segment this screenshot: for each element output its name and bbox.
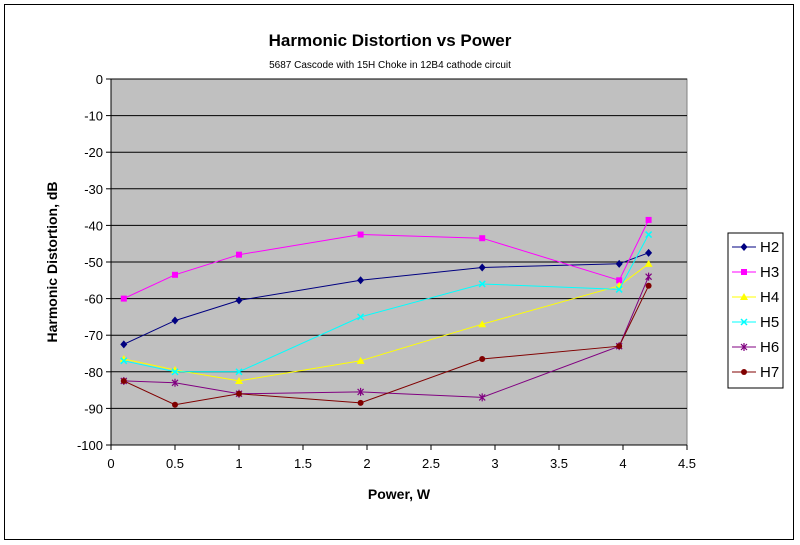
y-tick-labels: 0 -10 -20 -30 -40 -50 -60 -70 -80 -90 -100 bbox=[77, 72, 111, 453]
chart-subtitle: 5687 Cascode with 15H Choke in 12B4 cath… bbox=[269, 60, 511, 71]
y-tick-label: -20 bbox=[84, 145, 103, 160]
x-tick-label: 2.5 bbox=[422, 456, 440, 471]
legend-item-h5: H5 bbox=[732, 314, 779, 331]
y-tick-label: -80 bbox=[84, 365, 103, 380]
data-point bbox=[645, 216, 652, 223]
data-point bbox=[171, 378, 179, 387]
x-tick-label: 4.5 bbox=[678, 456, 696, 471]
data-point bbox=[740, 318, 748, 326]
data-point bbox=[235, 368, 243, 376]
data-point bbox=[645, 248, 653, 257]
x-tick-labels: 0 0.5 1 1.5 2 2.5 3 3.5 4 4.5 bbox=[107, 445, 696, 471]
series-h2 bbox=[120, 248, 653, 349]
data-point bbox=[120, 377, 127, 384]
x-tick-label: 0 bbox=[107, 456, 114, 471]
data-point bbox=[741, 369, 747, 375]
data-point bbox=[356, 356, 365, 364]
data-point bbox=[740, 293, 748, 300]
data-point bbox=[235, 376, 243, 384]
x-tick-label: 4 bbox=[619, 456, 626, 471]
legend-item-h4: H4 bbox=[732, 289, 779, 306]
chart-title: Harmonic Distortion vs Power bbox=[269, 31, 512, 50]
data-point bbox=[120, 295, 127, 302]
x-tick-label: 1 bbox=[235, 456, 242, 471]
data-point bbox=[171, 316, 179, 325]
x-tick-label: 3.5 bbox=[550, 456, 568, 471]
legend-label: H3 bbox=[760, 264, 779, 281]
legend-label: H5 bbox=[760, 314, 779, 331]
data-point bbox=[616, 343, 623, 350]
data-point bbox=[357, 399, 364, 406]
data-point bbox=[120, 340, 128, 349]
data-point bbox=[615, 259, 623, 268]
data-point bbox=[740, 243, 748, 251]
series-h3 bbox=[120, 216, 652, 302]
y-axis-title: Harmonic Distortion, dB bbox=[44, 181, 60, 342]
data-point bbox=[236, 251, 242, 258]
series-h5 bbox=[120, 231, 653, 376]
data-point bbox=[357, 231, 364, 238]
y-tick-label: -60 bbox=[84, 292, 103, 307]
data-point bbox=[479, 235, 486, 242]
legend-item-h2: H2 bbox=[732, 239, 779, 256]
y-tick-label: -10 bbox=[84, 109, 103, 124]
data-point bbox=[478, 280, 486, 288]
data-point bbox=[479, 355, 486, 362]
data-point bbox=[741, 269, 747, 275]
legend-label: H4 bbox=[760, 289, 779, 306]
data-point bbox=[120, 357, 128, 365]
y-tick-label: -90 bbox=[84, 401, 103, 416]
data-point bbox=[172, 401, 178, 408]
legend: H2 H3 H4 H5 H6 H7 bbox=[727, 232, 784, 389]
x-tick-label: 1.5 bbox=[294, 456, 312, 471]
x-tick-label: 3 bbox=[491, 456, 498, 471]
x-tick-label: 2 bbox=[363, 456, 370, 471]
data-point bbox=[357, 387, 365, 396]
data-point bbox=[645, 272, 653, 281]
data-point bbox=[740, 343, 748, 351]
series-h7 bbox=[120, 282, 652, 408]
x-tick-label: 0.5 bbox=[166, 456, 184, 471]
legend-item-h6: H6 bbox=[732, 339, 779, 356]
data-point bbox=[171, 368, 179, 376]
gridlines bbox=[111, 78, 687, 409]
data-point bbox=[357, 313, 365, 321]
data-point bbox=[616, 277, 623, 284]
data-point bbox=[645, 231, 653, 239]
data-point bbox=[172, 271, 178, 278]
series-group bbox=[119, 216, 653, 408]
y-tick-label: -30 bbox=[84, 182, 103, 197]
data-point bbox=[235, 296, 243, 305]
data-point bbox=[615, 285, 623, 293]
data-point bbox=[644, 259, 653, 267]
y-tick-label: -70 bbox=[84, 328, 103, 343]
x-axis-title: Power, W bbox=[368, 486, 431, 502]
data-point bbox=[645, 282, 652, 289]
legend-item-h7: H7 bbox=[732, 364, 779, 381]
legend-box bbox=[727, 232, 784, 389]
data-point bbox=[478, 393, 486, 402]
y-tick-label: -50 bbox=[84, 255, 103, 270]
y-tick-label: 0 bbox=[96, 72, 103, 87]
y-tick-label: -100 bbox=[77, 438, 103, 453]
data-point bbox=[236, 390, 242, 397]
data-point bbox=[357, 276, 365, 285]
legend-label: H6 bbox=[760, 339, 779, 356]
legend-label: H2 bbox=[760, 239, 779, 256]
data-point bbox=[478, 263, 486, 272]
y-tick-label: -40 bbox=[84, 218, 103, 233]
data-point bbox=[119, 354, 128, 362]
legend-label: H7 bbox=[760, 364, 779, 381]
legend-item-h3: H3 bbox=[732, 264, 779, 281]
data-point bbox=[478, 320, 487, 328]
